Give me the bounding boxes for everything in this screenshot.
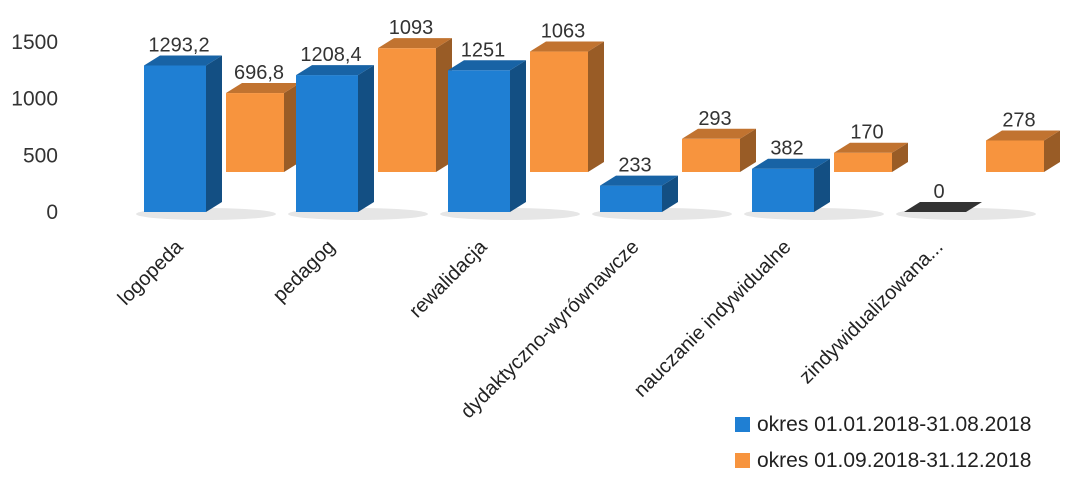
bar-series-2 (682, 129, 756, 172)
data-label: 1063 (541, 21, 586, 43)
legend: okres 01.01.2018-31.08.2018 okres 01.09.2… (735, 413, 1031, 472)
bar-front (144, 65, 206, 212)
y-tick-label: 1500 (11, 31, 58, 54)
bar-front (986, 141, 1044, 172)
bar-series-1 (752, 159, 830, 212)
bar-series-1 (448, 60, 526, 212)
data-label: 1208,4 (300, 44, 361, 66)
bar-series-2 (834, 143, 908, 172)
data-label: 1293,2 (148, 34, 209, 56)
bar-series-2 (226, 83, 300, 172)
legend-label: okres 01.09.2018-31.12.2018 (757, 449, 1031, 472)
x-tick-label: pedagog (269, 236, 340, 307)
bar-series-2 (530, 42, 604, 172)
data-label: 1093 (389, 17, 434, 39)
bar-side (588, 42, 604, 172)
data-label: 170 (850, 122, 883, 144)
y-tick-label: 0 (46, 201, 58, 224)
legend-swatch (735, 417, 750, 432)
category-labels: logopeda pedagog rewalidacjadydaktyczno-wy… (114, 235, 948, 423)
bar-series-1 (296, 65, 374, 212)
bar-series-1 (600, 176, 678, 212)
data-label: 278 (1002, 110, 1035, 132)
data-label: 233 (618, 155, 651, 177)
bar-front (378, 48, 436, 172)
bar-series-1 (144, 55, 222, 212)
bar-front (296, 75, 358, 212)
bar-side (358, 65, 374, 212)
x-tick-label: zindywidualizowana... (795, 236, 947, 388)
data-label: 0 (933, 181, 944, 203)
data-label: 1251 (461, 39, 506, 61)
y-axis: 0 500 1000 1500 (11, 31, 58, 224)
bar-front (682, 139, 740, 172)
data-label: 382 (770, 138, 803, 160)
data-label: 293 (698, 108, 731, 130)
y-tick-label: 500 (23, 144, 58, 167)
bar-front (600, 186, 662, 212)
x-tick-label: logopeda (114, 235, 188, 309)
bar-front (226, 93, 284, 172)
bar-front (448, 70, 510, 212)
x-tick-label: rewalidacja (405, 235, 492, 322)
bar-side (206, 55, 222, 212)
x-tick-label: dydaktyczno-wyrównawcze (457, 236, 644, 423)
bar-front (834, 153, 892, 172)
y-tick-label: 1000 (11, 88, 58, 111)
bar-series-2 (378, 38, 452, 172)
bar-front (530, 52, 588, 172)
bar-series-2 (986, 131, 1060, 172)
legend-label: okres 01.01.2018-31.08.2018 (757, 413, 1031, 436)
bar-side (510, 60, 526, 212)
x-tick-label: nauczanie indywidualne (630, 236, 796, 402)
legend-swatch (735, 453, 750, 468)
chart-floor (136, 208, 1036, 220)
data-label: 696,8 (234, 62, 284, 84)
bar-front (752, 169, 814, 212)
